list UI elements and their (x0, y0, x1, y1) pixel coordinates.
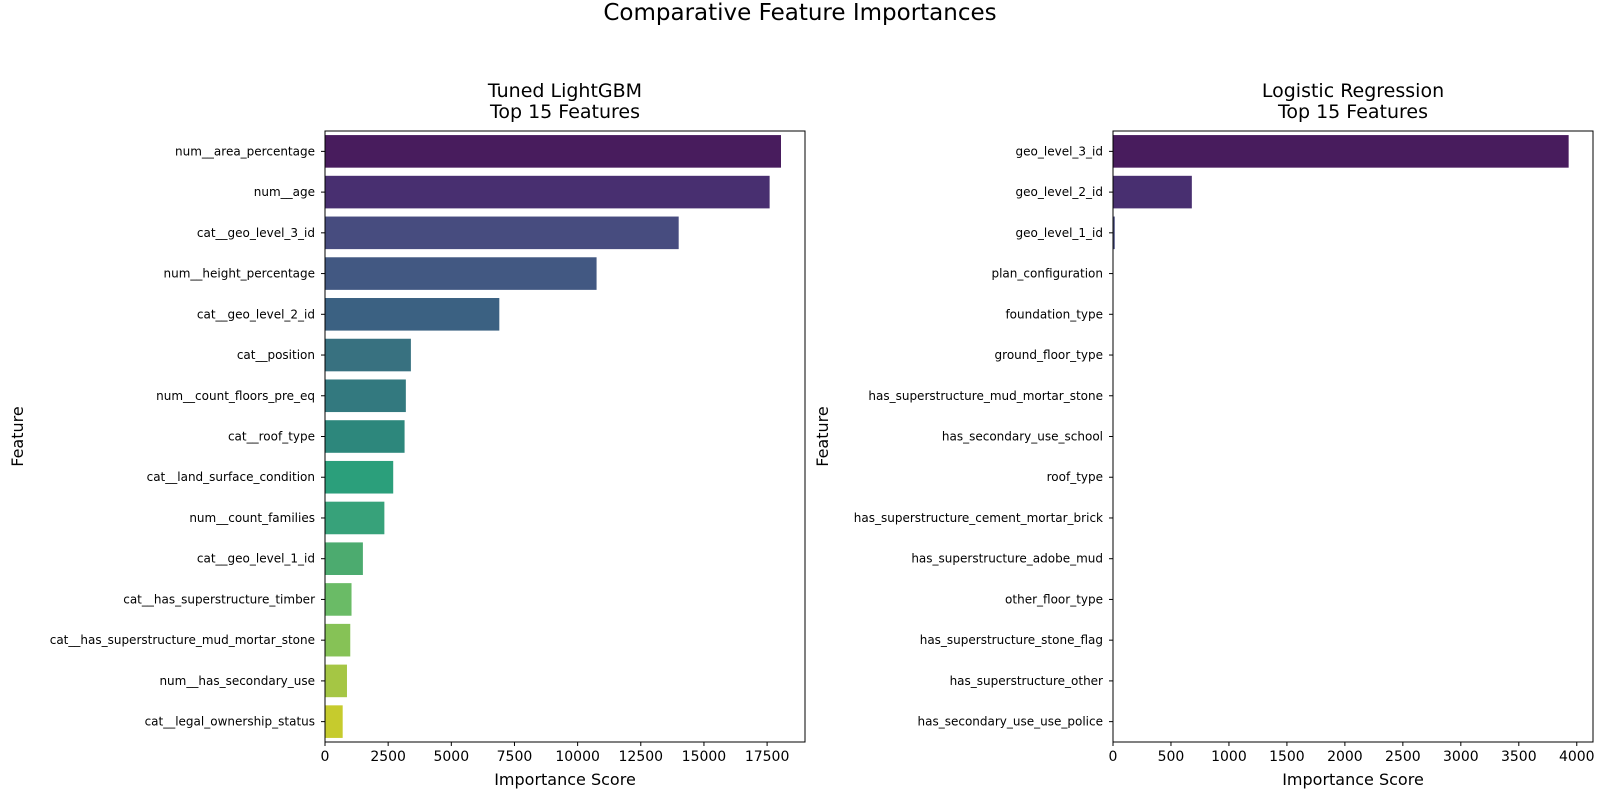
bar-1-12 (325, 583, 352, 616)
x-axis-label-2: Importance Score (1282, 770, 1424, 789)
figure-title: Comparative Feature Importances (603, 0, 997, 26)
y-tick-label-2-8: has_secondary_use_school (942, 430, 1103, 444)
subplot-title-2-line-2: Top 15 Features (1277, 101, 1428, 123)
x-tick-label-2-2: 500 (1158, 749, 1185, 765)
bar-1-14 (325, 664, 347, 698)
y-tick-label-2-4: plan_configuration (991, 267, 1103, 281)
y-tick-label-1-3: cat__geo_level_3_id (197, 226, 315, 240)
subplot-title-1-line-1: Tuned LightGBM (487, 80, 642, 102)
bar-1-7 (325, 379, 406, 413)
x-tick-label-1-1: 0 (321, 749, 330, 765)
y-tick-label-1-6: cat__position (237, 348, 315, 362)
y-tick-label-2-15: has_secondary_use_use_police (918, 715, 1103, 729)
x-tick-label-1-4: 7500 (497, 749, 533, 765)
y-tick-label-1-15: cat__legal_ownership_status (145, 715, 315, 729)
x-tick-label-1-8: 17500 (745, 749, 790, 765)
bar-1-8 (325, 420, 405, 453)
x-tick-label-2-7: 3000 (1443, 749, 1479, 765)
x-tick-label-2-6: 2500 (1385, 749, 1421, 765)
y-tick-label-1-5: cat__geo_level_2_id (197, 307, 315, 321)
y-tick-label-2-3: geo_level_1_id (1016, 226, 1103, 240)
bar-1-9 (325, 460, 394, 494)
y-tick-label-1-9: cat__land_surface_condition (147, 470, 315, 484)
x-tick-label-1-3: 5000 (433, 749, 469, 765)
x-tick-label-2-8: 3500 (1501, 749, 1537, 765)
y-tick-label-2-9: roof_type (1047, 470, 1103, 484)
bar-1-15 (325, 705, 343, 738)
x-axis-label-1: Importance Score (494, 770, 636, 789)
y-axis-label-2: Feature (813, 406, 832, 466)
subplot-title-2-line-1: Logistic Regression (1262, 80, 1444, 102)
bar-2-1 (1113, 135, 1569, 168)
y-tick-label-2-12: other_floor_type (1005, 592, 1103, 606)
y-tick-label-2-7: has_superstructure_mud_mortar_stone (868, 389, 1103, 403)
x-tick-label-1-5: 10000 (555, 749, 600, 765)
x-tick-label-2-3: 1000 (1211, 749, 1247, 765)
y-tick-label-1-11: cat__geo_level_1_id (197, 552, 315, 566)
y-axis-label-1: Feature (8, 406, 27, 466)
x-tick-label-2-4: 1500 (1269, 749, 1305, 765)
bar-1-2 (325, 175, 770, 209)
x-tick-label-2-1: 0 (1109, 749, 1118, 765)
bar-1-3 (325, 216, 679, 250)
y-tick-label-2-11: has_superstructure_adobe_mud (911, 552, 1103, 566)
bar-1-10 (325, 501, 385, 535)
y-tick-label-2-14: has_superstructure_other (950, 674, 1103, 688)
y-tick-label-1-4: num__height_percentage (164, 267, 315, 281)
y-tick-label-1-14: num__has_secondary_use (159, 674, 315, 688)
y-tick-label-1-1: num__area_percentage (175, 144, 315, 158)
x-tick-label-1-2: 2500 (370, 749, 406, 765)
bar-1-11 (325, 542, 363, 575)
bar-1-6 (325, 338, 411, 372)
axes-frame-2 (1112, 130, 1594, 743)
y-tick-label-1-8: cat__roof_type (228, 430, 315, 444)
y-tick-label-1-10: num__count_families (189, 511, 315, 525)
bar-1-5 (325, 298, 500, 331)
y-tick-label-2-1: geo_level_3_id (1016, 144, 1103, 158)
bar-1-1 (325, 135, 781, 168)
bar-1-4 (325, 257, 597, 290)
y-tick-label-1-12: cat__has_superstructure_timber (123, 592, 315, 606)
y-tick-label-2-5: foundation_type (1005, 307, 1103, 321)
y-tick-label-1-2: num__age (254, 185, 315, 199)
y-tick-label-2-13: has_superstructure_stone_flag (920, 633, 1103, 647)
y-tick-label-1-13: cat__has_superstructure_mud_mortar_stone (50, 633, 315, 647)
bar-2-3 (1113, 216, 1115, 250)
bar-2-2 (1113, 175, 1192, 209)
x-tick-label-2-9: 4000 (1559, 749, 1595, 765)
x-tick-label-2-5: 2000 (1327, 749, 1363, 765)
x-tick-label-1-7: 15000 (682, 749, 727, 765)
x-tick-label-1-6: 12500 (619, 749, 664, 765)
y-tick-label-2-2: geo_level_2_id (1016, 185, 1103, 199)
subplot-title-1-line-2: Top 15 Features (489, 101, 640, 123)
bar-1-13 (325, 623, 351, 657)
y-tick-label-2-6: ground_floor_type (995, 348, 1103, 362)
y-tick-label-2-10: has_superstructure_cement_mortar_brick (854, 511, 1103, 525)
y-tick-label-1-7: num__count_floors_pre_eq (156, 389, 315, 403)
